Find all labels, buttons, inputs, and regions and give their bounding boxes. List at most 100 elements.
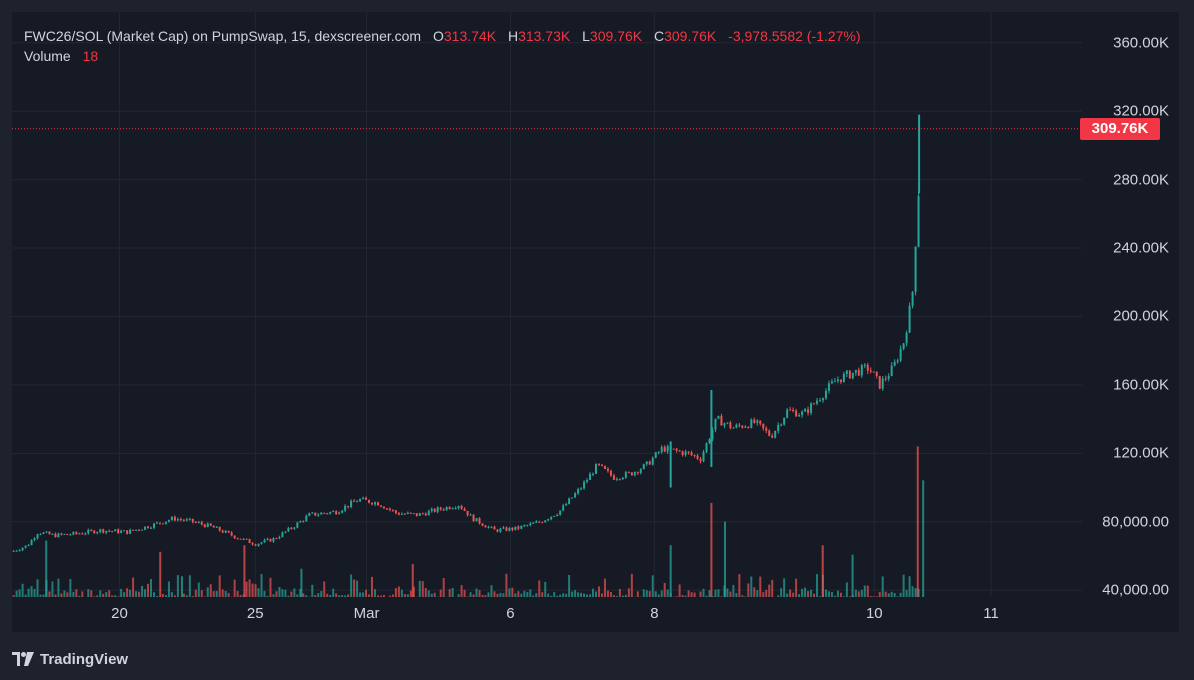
volume-bar	[508, 588, 511, 597]
high-value: 313.73K	[518, 28, 571, 44]
y-tick-label: 160.00K	[1113, 376, 1169, 394]
volume-bar	[326, 593, 329, 597]
volume-bar	[371, 576, 374, 597]
candle-body	[111, 531, 114, 533]
brand-name: TradingView	[40, 650, 129, 668]
volume-bar	[126, 588, 129, 597]
volume-bar	[615, 596, 618, 597]
candle-body	[302, 521, 305, 523]
tradingview-brand[interactable]: TradingView	[12, 649, 128, 669]
low-value: 309.76K	[589, 28, 643, 44]
candle-body	[27, 545, 30, 547]
volume-bar	[45, 540, 48, 597]
volume-bar	[732, 585, 735, 597]
candle-body	[544, 520, 547, 523]
volume-bar	[275, 591, 278, 597]
volume-bar	[798, 594, 801, 597]
candle-body	[260, 542, 263, 544]
volume-bar	[490, 585, 493, 597]
candle-body	[144, 526, 147, 530]
volume-bar	[427, 590, 430, 597]
candle-body	[702, 451, 705, 462]
plot-area[interactable]	[12, 12, 1082, 597]
candle-body	[911, 291, 914, 306]
volume-bar	[33, 588, 36, 597]
volume-bar	[129, 589, 132, 597]
volume-bar	[365, 589, 368, 597]
candle-body	[580, 488, 583, 490]
candle-body	[81, 533, 84, 535]
candle-body	[717, 415, 720, 419]
price-axis[interactable]: 360.00K 320.00K 280.00K 240.00K 200.00K 160.0…	[1082, 12, 1179, 598]
volume-bar	[194, 589, 197, 597]
volume-bar	[875, 596, 878, 597]
volume-bar	[69, 579, 72, 597]
candle-body	[57, 533, 60, 538]
volume-bar	[612, 595, 615, 597]
candle-body	[430, 508, 433, 512]
volume-label[interactable]: Volume	[24, 48, 71, 64]
volume-bar	[206, 587, 209, 597]
candle-body	[621, 477, 624, 480]
volume-bar	[180, 576, 183, 597]
candle-body	[481, 523, 484, 526]
candle-body	[353, 500, 356, 502]
volume-bar	[532, 595, 535, 597]
volume-bar	[287, 595, 290, 597]
volume-bar	[902, 574, 905, 597]
candle-body	[693, 455, 696, 457]
candle-body	[457, 506, 460, 509]
symbol-title[interactable]: FWC26/SOL (Market Cap) on PumpSwap, 15, …	[24, 28, 422, 44]
volume-bar	[544, 581, 547, 597]
volume-bar	[753, 587, 756, 597]
candle-body	[341, 510, 344, 513]
candle-body	[206, 523, 209, 528]
candle-body	[350, 500, 353, 507]
volume-bar	[78, 595, 81, 597]
volume-bar	[845, 582, 848, 597]
time-axis[interactable]: 20 25 Mar 6 8 10 11	[12, 597, 1082, 632]
volume-bar	[627, 588, 630, 597]
candle-body	[293, 527, 296, 529]
candle-body	[881, 378, 884, 389]
volume-bar	[81, 591, 84, 597]
volume-bar	[170, 592, 173, 597]
candle-body	[99, 529, 102, 533]
candle-body	[553, 515, 556, 517]
volume-bar	[916, 446, 919, 597]
volume-bar	[111, 595, 114, 597]
volume-bar	[188, 575, 191, 597]
volume-bar	[714, 589, 717, 597]
volume-bar	[818, 596, 821, 597]
candle-body	[191, 518, 194, 523]
volume-bar	[574, 589, 577, 597]
volume-bar	[320, 590, 323, 597]
candle-body	[639, 469, 642, 473]
candle-body	[890, 365, 893, 376]
volume-bar	[780, 588, 783, 597]
candle-body	[490, 526, 493, 528]
candle-body	[129, 529, 132, 534]
candle-body	[630, 472, 633, 476]
candle-body	[78, 533, 81, 535]
candle-body	[687, 451, 690, 453]
volume-bar	[314, 595, 317, 597]
volume-bar	[586, 594, 589, 597]
candle-body	[75, 531, 78, 534]
volume-bar	[600, 593, 603, 597]
candle-body	[792, 409, 795, 411]
candle-body	[224, 530, 227, 533]
candle-body	[529, 523, 532, 526]
volume-bar	[57, 578, 60, 597]
candle-body	[762, 423, 765, 429]
candle-body	[863, 364, 866, 366]
chart-panel[interactable]: 360.00K 320.00K 280.00K 240.00K 200.00K 160.0…	[12, 12, 1179, 632]
volume-bar	[132, 577, 135, 597]
candle-body	[371, 502, 374, 505]
candle-body	[517, 526, 520, 529]
candle-body	[729, 422, 732, 428]
candle-body	[451, 508, 454, 510]
volume-bar	[597, 586, 600, 597]
volume-bar	[630, 573, 633, 597]
volume-bar	[147, 583, 150, 597]
